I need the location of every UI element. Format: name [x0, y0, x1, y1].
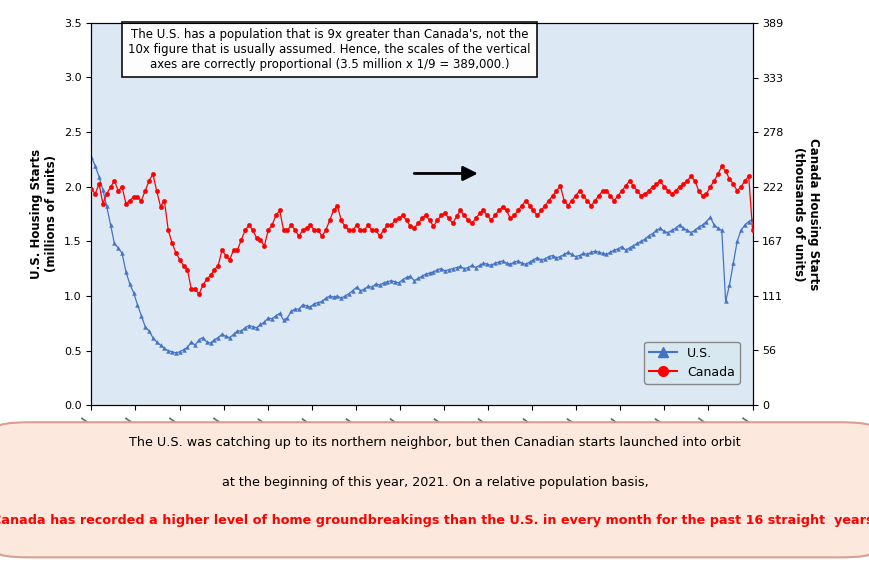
Text: The U.S. has a population that is 9x greater than Canada's, not the
10x figure t: The U.S. has a population that is 9x gre… — [128, 28, 530, 72]
Y-axis label: Canada Housing Starts
(thousands of units): Canada Housing Starts (thousands of unit… — [791, 138, 819, 290]
Text: at the beginning of this year, 2021. On a relative population basis,: at the beginning of this year, 2021. On … — [222, 476, 647, 489]
Legend: U.S., Canada: U.S., Canada — [644, 342, 739, 384]
Text: The U.S. was catching up to its northern neighbor, but then Canadian starts laun: The U.S. was catching up to its northern… — [129, 436, 740, 449]
FancyBboxPatch shape — [0, 422, 869, 557]
X-axis label: Year and month: Year and month — [360, 440, 483, 454]
Text: Canada has recorded a higher level of home groundbreakings than the U.S. in ever: Canada has recorded a higher level of ho… — [0, 514, 869, 527]
Y-axis label: U.S. Housing Starts
(millions of units): U.S. Housing Starts (millions of units) — [30, 149, 58, 279]
